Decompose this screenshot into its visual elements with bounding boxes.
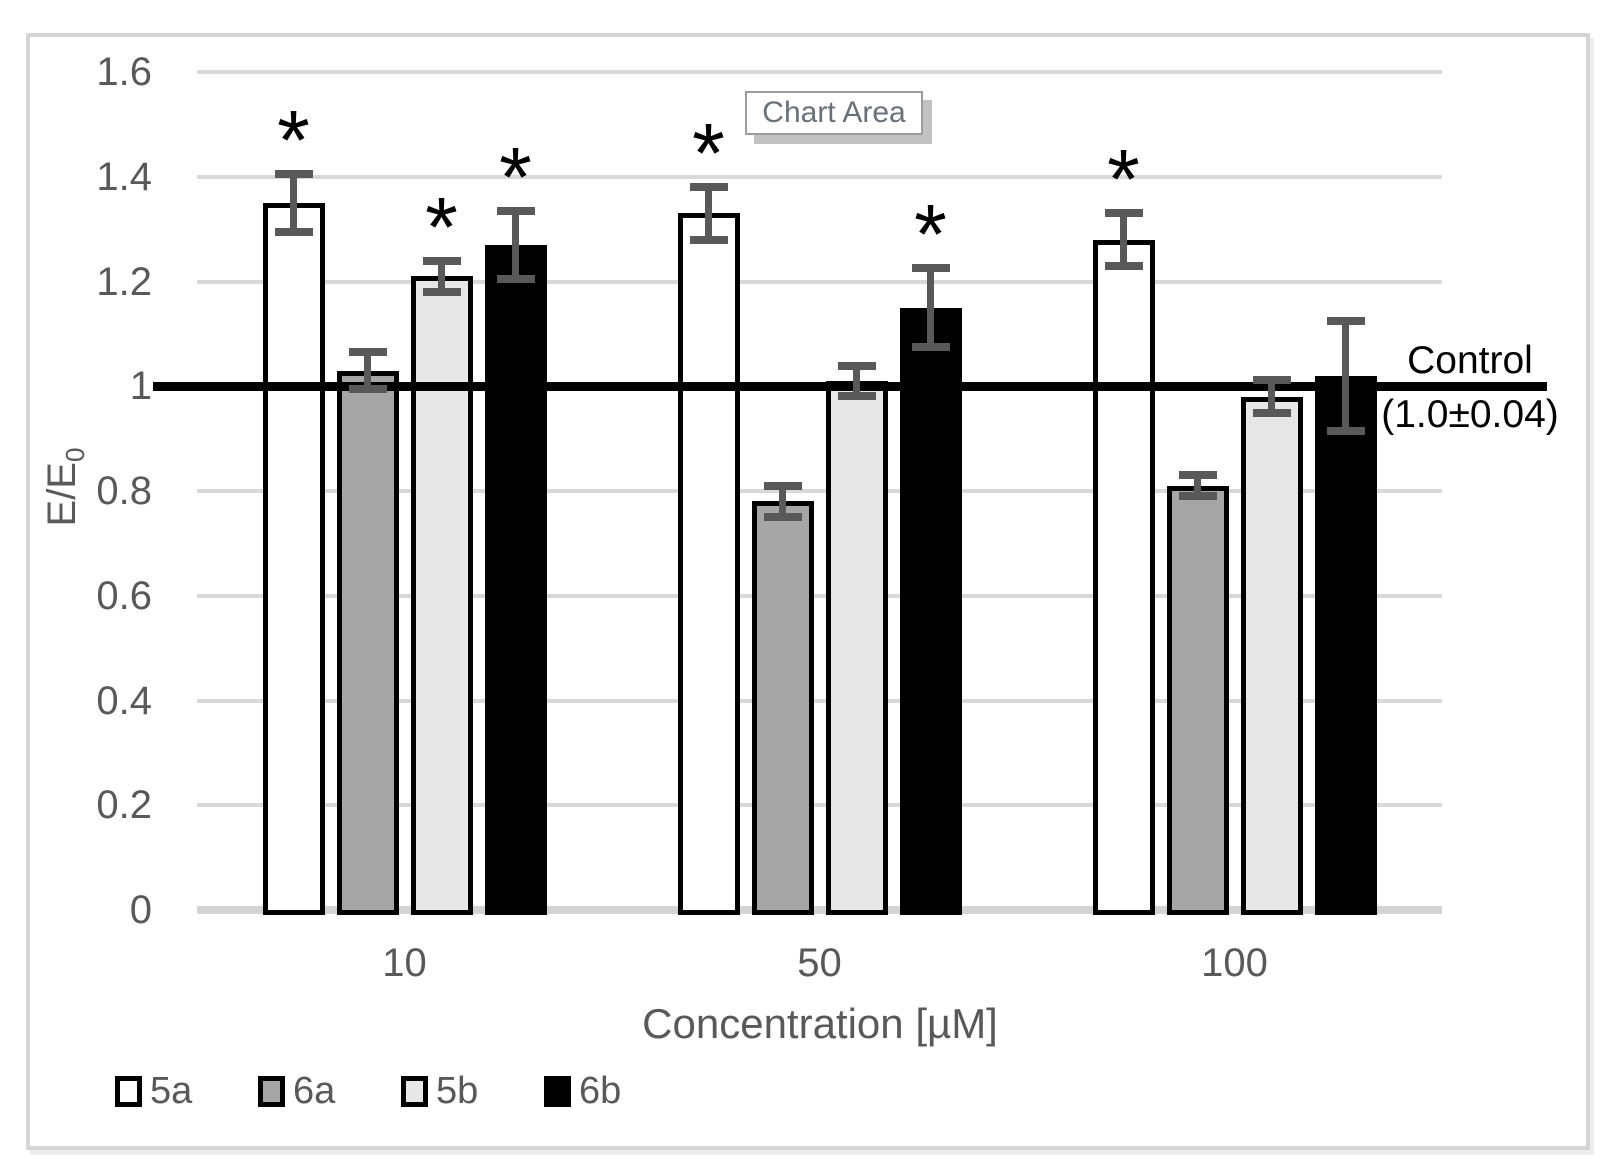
error-cap-top-6a-100 <box>1178 471 1217 480</box>
legend-label-6b: 6b <box>579 1070 622 1112</box>
gridline-0.2 <box>197 803 1442 808</box>
bar-6b-50[interactable] <box>899 307 962 915</box>
error-cap-bottom-5a-10 <box>274 227 313 236</box>
significance-asterisk-5a-10: * <box>277 93 310 188</box>
legend-item-5b[interactable]: 5b <box>401 1072 478 1110</box>
bar-5a-50[interactable] <box>677 213 740 915</box>
error-bar-6b-100 <box>1342 320 1349 431</box>
error-cap-top-5b-100 <box>1252 375 1291 384</box>
error-cap-top-6b-100 <box>1326 316 1365 325</box>
gridline-1.6 <box>197 70 1442 74</box>
bar-5b-100[interactable] <box>1240 396 1303 915</box>
error-cap-top-6a-10 <box>348 348 387 357</box>
error-bar-5a-10 <box>290 174 297 232</box>
error-bar-6a-100 <box>1194 475 1201 497</box>
x-tick-label-100: 100 <box>1201 941 1268 985</box>
legend-swatch-6b <box>544 1075 571 1107</box>
error-cap-bottom-5b-50 <box>837 391 876 400</box>
bar-6b-10[interactable] <box>484 244 547 915</box>
legend-swatch-5a <box>115 1075 142 1107</box>
legend-swatch-5b <box>401 1075 428 1107</box>
bar-5b-10[interactable] <box>410 276 473 915</box>
error-bar-5b-10 <box>438 260 445 292</box>
bar-5a-10[interactable] <box>262 202 325 915</box>
gridline-0.4 <box>197 698 1442 703</box>
legend-label-6a: 6a <box>293 1070 336 1112</box>
gridline-0.8 <box>197 489 1442 493</box>
y-axis-title: E/E0 <box>37 377 90 597</box>
error-cap-bottom-6b-50 <box>911 342 950 351</box>
error-cap-bottom-6b-10 <box>496 274 535 283</box>
error-cap-bottom-5a-100 <box>1104 261 1143 270</box>
error-bar-6a-50 <box>779 485 786 518</box>
error-cap-bottom-6a-50 <box>763 513 802 522</box>
y-tick-label-0.8: 0.8 <box>96 469 152 513</box>
error-cap-top-6a-50 <box>763 481 802 490</box>
error-cap-top-5a-50 <box>689 183 728 192</box>
x-tick-label-10: 10 <box>382 941 427 985</box>
control-label-line1: Control <box>1407 339 1533 382</box>
error-cap-bottom-5b-100 <box>1252 409 1291 418</box>
y-tick-label-1.6: 1.6 <box>96 50 152 94</box>
error-cap-top-6b-50 <box>911 264 950 273</box>
bar-6a-100[interactable] <box>1166 485 1229 915</box>
y-tick-label-1.2: 1.2 <box>96 259 152 304</box>
y-tick-label-0: 0 <box>129 888 152 932</box>
bar-6b-100[interactable] <box>1314 375 1377 915</box>
error-bar-6b-10 <box>512 210 519 279</box>
error-bar-5b-100 <box>1268 379 1275 414</box>
error-bar-6b-50 <box>927 268 934 347</box>
x-tick-label-50: 50 <box>797 941 842 985</box>
error-bar-5a-50 <box>705 187 712 240</box>
error-cap-top-5b-10 <box>422 256 461 265</box>
error-bar-5a-100 <box>1120 213 1127 266</box>
y-tick-label-0.6: 0.6 <box>96 573 152 618</box>
y-tick-label-1.4: 1.4 <box>96 154 152 199</box>
error-cap-top-5b-50 <box>837 362 876 371</box>
legend-label-5b: 5b <box>436 1070 479 1112</box>
bar-6a-50[interactable] <box>751 501 814 915</box>
error-cap-top-6b-10 <box>496 206 535 215</box>
control-label-line2: (1.0±0.04) <box>1381 393 1559 436</box>
error-cap-bottom-6a-10 <box>348 384 387 393</box>
significance-asterisk-6b-50: * <box>914 187 947 282</box>
error-cap-top-5a-100 <box>1104 209 1143 218</box>
significance-asterisk-5a-50: * <box>692 106 725 201</box>
bar-5a-100[interactable] <box>1092 239 1155 915</box>
y-tick-label-0.4: 0.4 <box>96 678 152 723</box>
error-cap-bottom-5b-10 <box>422 287 461 296</box>
legend-item-6a[interactable]: 6a <box>258 1072 335 1110</box>
significance-asterisk-5a-100: * <box>1107 132 1140 227</box>
x-axis-line <box>197 906 1442 914</box>
bar-6a-10[interactable] <box>336 370 399 915</box>
bar-5b-50[interactable] <box>825 381 888 915</box>
error-bar-6a-10 <box>364 352 371 389</box>
chart-area-tooltip: Chart Area <box>745 91 923 135</box>
y-tick-label-0.2: 0.2 <box>96 783 152 828</box>
legend-item-6b[interactable]: 6b <box>544 1072 621 1110</box>
error-cap-bottom-6a-100 <box>1178 492 1217 501</box>
legend-item-5a[interactable]: 5a <box>115 1072 192 1110</box>
x-axis-title: Concentration [µM] <box>642 1000 998 1047</box>
error-cap-top-5a-10 <box>274 170 313 179</box>
significance-asterisk-5b-10: * <box>425 179 458 274</box>
legend-label-5a: 5a <box>150 1070 193 1112</box>
y-axis-title-sub: 0 <box>60 447 90 462</box>
y-axis-title-base: E/E <box>40 462 84 527</box>
y-tick-label-1: 1 <box>129 364 152 409</box>
legend-swatch-6a <box>258 1075 285 1107</box>
error-cap-bottom-5a-50 <box>689 235 728 244</box>
error-cap-bottom-6b-100 <box>1326 426 1365 435</box>
gridline-1.2 <box>197 279 1442 284</box>
significance-asterisk-6b-10: * <box>499 129 532 224</box>
error-bar-5b-50 <box>853 366 860 396</box>
gridline-0.6 <box>197 593 1442 598</box>
control-reference-line <box>153 381 1547 391</box>
gridline-1.4 <box>197 174 1442 179</box>
